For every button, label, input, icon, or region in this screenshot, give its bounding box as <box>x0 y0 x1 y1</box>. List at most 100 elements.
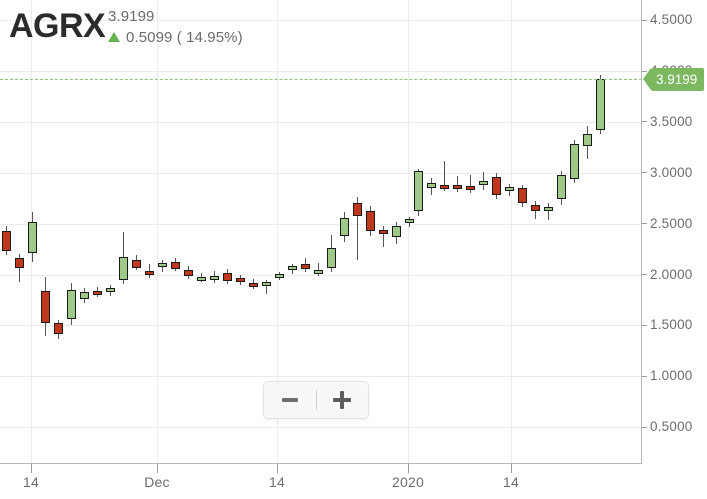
candle-body <box>105 287 115 292</box>
current-price-tag: 3.9199 <box>642 67 705 91</box>
candlestick[interactable] <box>352 0 362 463</box>
y-axis-tick: 3.5000 <box>642 114 707 130</box>
candlestick[interactable] <box>465 0 475 463</box>
candle-body <box>196 276 206 281</box>
candle-body <box>14 258 24 269</box>
candlestick[interactable] <box>339 0 349 463</box>
candlestick[interactable] <box>426 0 436 463</box>
candlestick[interactable] <box>391 0 401 463</box>
candlestick[interactable] <box>365 0 375 463</box>
candlestick[interactable] <box>413 0 423 463</box>
candle-body <box>300 264 310 270</box>
candle-body <box>274 273 284 278</box>
candlestick[interactable] <box>183 0 193 463</box>
candle-body <box>66 289 76 320</box>
candlestick[interactable] <box>196 0 206 463</box>
candlestick[interactable] <box>14 0 24 463</box>
candle-body <box>92 290 102 295</box>
zoom-control[interactable] <box>263 381 369 419</box>
candlestick[interactable] <box>248 0 258 463</box>
y-tick-mark <box>642 19 647 21</box>
candlestick[interactable] <box>92 0 102 463</box>
gridline-horizontal <box>0 274 641 276</box>
candlestick[interactable] <box>40 0 50 463</box>
y-tick-mark <box>642 121 647 123</box>
candlestick[interactable] <box>569 0 579 463</box>
gridline-vertical <box>277 0 278 463</box>
candle-body <box>426 183 436 189</box>
candlestick[interactable] <box>1 0 11 463</box>
candlestick[interactable] <box>439 0 449 463</box>
x-tick-mark <box>31 464 32 473</box>
x-axis[interactable]: 14 Dec 14 2020 14 <box>0 464 642 499</box>
candlestick[interactable] <box>326 0 336 463</box>
candle-wick <box>318 263 319 276</box>
zoom-in-button[interactable] <box>317 382 369 418</box>
candlestick[interactable] <box>313 0 323 463</box>
candlestick[interactable] <box>235 0 245 463</box>
gridline-horizontal <box>0 376 641 378</box>
candlestick[interactable] <box>66 0 76 463</box>
zoom-out-button[interactable] <box>264 382 316 418</box>
candlestick[interactable] <box>452 0 462 463</box>
candle-body <box>404 218 414 223</box>
x-axis-label: Dec <box>144 474 170 490</box>
candle-body <box>131 260 141 269</box>
gridline-horizontal <box>0 325 641 327</box>
candle-body <box>365 210 375 231</box>
x-tick-mark <box>408 464 409 473</box>
candle-body <box>378 229 388 234</box>
y-axis-label: 4.5000 <box>650 12 693 28</box>
candlestick[interactable] <box>504 0 514 463</box>
x-axis-label: 14 <box>23 474 39 490</box>
candle-body <box>183 269 193 276</box>
candlestick[interactable] <box>144 0 154 463</box>
candlestick[interactable] <box>491 0 501 463</box>
candlestick[interactable] <box>131 0 141 463</box>
candle-body <box>491 176 501 196</box>
candlestick[interactable] <box>517 0 527 463</box>
candlestick[interactable] <box>556 0 566 463</box>
candle-body <box>313 269 323 274</box>
candle-body <box>582 134 592 147</box>
candlestick[interactable] <box>404 0 414 463</box>
candlestick[interactable] <box>595 0 605 463</box>
candle-body <box>556 174 566 200</box>
y-axis-label: 2.5000 <box>650 215 693 231</box>
candlestick[interactable] <box>157 0 167 463</box>
candle-body <box>209 275 219 280</box>
candlestick[interactable] <box>53 0 63 463</box>
candlestick[interactable] <box>261 0 271 463</box>
minus-icon <box>281 398 298 402</box>
candlestick[interactable] <box>582 0 592 463</box>
candle-body <box>413 170 423 212</box>
candlestick[interactable] <box>79 0 89 463</box>
candlestick[interactable] <box>478 0 488 463</box>
candlestick[interactable] <box>170 0 180 463</box>
candle-wick <box>483 171 484 191</box>
candle-wick <box>383 225 384 248</box>
candle-wick <box>548 203 549 220</box>
gridline-horizontal <box>0 71 641 73</box>
candlestick[interactable] <box>287 0 297 463</box>
candlestick[interactable] <box>300 0 310 463</box>
candlestick[interactable] <box>27 0 37 463</box>
y-axis-tick: 1.0000 <box>642 368 707 384</box>
candlestick[interactable] <box>530 0 540 463</box>
y-axis-tick: 0.5000 <box>642 419 707 435</box>
candle-body <box>465 186 475 190</box>
x-tick-mark <box>511 464 512 473</box>
x-axis-label: 14 <box>269 474 285 490</box>
y-axis-label: 0.5000 <box>650 419 693 435</box>
candlestick[interactable] <box>222 0 232 463</box>
candlestick[interactable] <box>274 0 284 463</box>
x-axis-label: 2020 <box>392 474 424 490</box>
candle-body <box>27 221 37 254</box>
candlestick[interactable] <box>209 0 219 463</box>
candlestick[interactable] <box>105 0 115 463</box>
gridline-vertical <box>408 0 409 463</box>
candlestick[interactable] <box>118 0 128 463</box>
candlestick[interactable] <box>378 0 388 463</box>
candle-body <box>235 277 245 282</box>
candlestick[interactable] <box>543 0 553 463</box>
